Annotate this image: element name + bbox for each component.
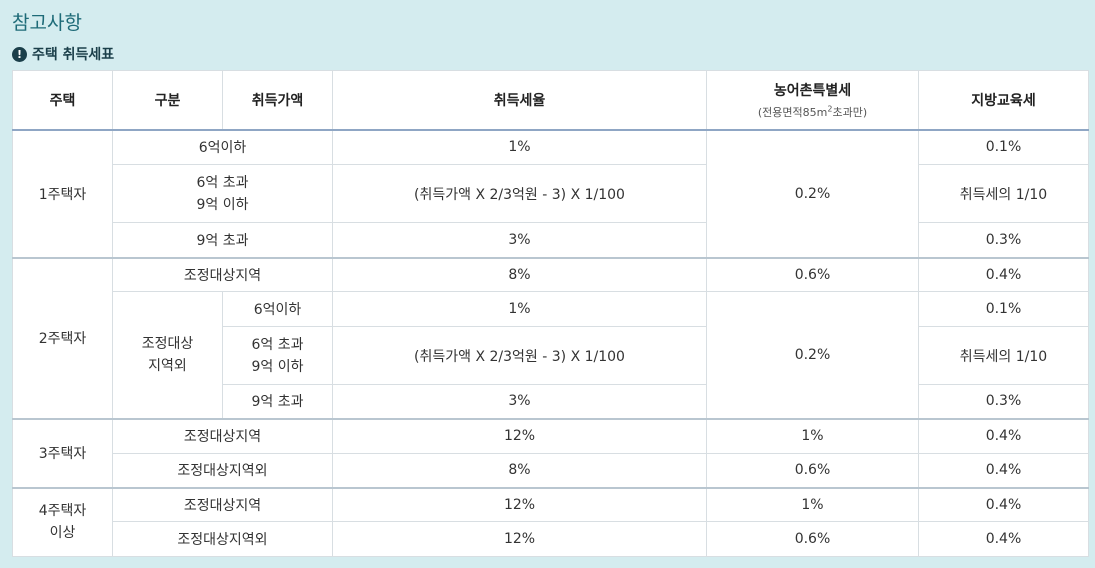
header-tax-rate: 취득세율 [332, 70, 707, 131]
page-title: 참고사항 [12, 12, 82, 34]
house-cell: 4주택자 이상 [12, 486, 113, 557]
house-cell: 1주택자 [12, 129, 113, 258]
rate-cell: 3% [332, 384, 707, 419]
rural-cell: 0.6% [706, 521, 919, 557]
rate-cell: 12% [332, 486, 707, 522]
edu-cell: 0.4% [918, 486, 1089, 522]
edu-cell: 취득세의 1/10 [918, 164, 1089, 223]
edu-cell: 0.3% [918, 384, 1089, 419]
rate-cell: 8% [332, 256, 707, 292]
edu-cell: 0.4% [918, 417, 1089, 454]
rate-cell: 1% [332, 129, 707, 165]
header-rural-tax: 농어촌특별세 (전용면적85m2초과만) [706, 70, 919, 131]
acquisition-tax-table: 주택 구분 취득가액 취득세율 농어촌특별세 (전용면적85m2초과만) 지방교… [12, 70, 1089, 557]
category-cell: 조정대상지역외 [112, 521, 333, 557]
rate-cell: 8% [332, 453, 707, 488]
table-row: 6억 초과 9억 이하 (취득가액 X 2/3억원 - 3) X 1/100 취… [13, 326, 1089, 385]
sub-category-cell: 조정대상 지역외 [112, 291, 223, 419]
rural-cell: 0.6% [706, 453, 919, 488]
category-cell: 6억이하 [112, 129, 333, 165]
category-cell: 9억 초과 [112, 222, 333, 258]
category-cell: 조정대상지역 [112, 417, 333, 454]
table-row: 3주택자 조정대상지역 12% 1% 0.4% [12, 417, 1089, 488]
category-cell: 6억 초과 9억 이하 [112, 164, 333, 223]
price-cell: 9억 초과 [222, 384, 333, 419]
rate-cell: 1% [332, 291, 707, 327]
rural-cell: 1% [706, 417, 919, 454]
edu-cell: 0.3% [918, 222, 1089, 258]
table-row: 9억 초과 3% 0.3% [13, 384, 1089, 419]
rural-cell: 0.6% [706, 256, 919, 292]
table-row: 조정대상 지역외 6억이하 1% 0.2% 0.1% [13, 291, 1089, 419]
table-row: 1주택자 6억이하 1% 0.2% 0.1% [12, 129, 1089, 258]
rate-cell: 12% [332, 417, 707, 454]
price-cell: 6억 초과 9억 이하 [222, 326, 333, 385]
header-house: 주택 [12, 70, 113, 131]
edu-cell: 0.1% [918, 291, 1089, 327]
header-edu-tax: 지방교육세 [918, 70, 1089, 131]
table-subtitle: ! 주택 취득세표 [12, 44, 114, 64]
house-cell: 2주택자 [12, 256, 113, 419]
subtitle-text: 주택 취득세표 [32, 47, 115, 63]
rural-tax-label: 농어촌특별세 [773, 82, 852, 99]
table-row: 6억 초과 9억 이하 (취득가액 X 2/3억원 - 3) X 1/100 취… [13, 164, 1089, 223]
rate-cell: 3% [332, 222, 707, 258]
header-price: 취득가액 [222, 70, 333, 131]
table-row: 조정대상지역외 12% 0.6% 0.4% [13, 521, 1089, 557]
exclamation-circle-icon: ! [12, 46, 27, 62]
rural-cell: 0.2% [706, 291, 919, 419]
category-cell: 조정대상지역외 [112, 453, 333, 488]
rate-cell: (취득가액 X 2/3억원 - 3) X 1/100 [332, 164, 707, 223]
table-row: 2주택자 조정대상지역 8% 0.6% 0.4% [12, 256, 1089, 419]
price-cell: 6억이하 [222, 291, 333, 327]
table-row: 조정대상지역외 8% 0.6% 0.4% [13, 453, 1089, 488]
table-row: 4주택자 이상 조정대상지역 12% 1% 0.4% [12, 486, 1089, 557]
category-cell: 조정대상지역 [112, 486, 333, 522]
house-cell: 3주택자 [12, 417, 113, 488]
category-cell: 조정대상지역 [112, 256, 333, 292]
rate-cell: (취득가액 X 2/3억원 - 3) X 1/100 [332, 326, 707, 385]
edu-cell: 0.4% [918, 521, 1089, 557]
edu-cell: 0.1% [918, 129, 1089, 165]
table-header-row: 주택 구분 취득가액 취득세율 농어촌특별세 (전용면적85m2초과만) 지방교… [12, 70, 1089, 131]
rural-cell: 1% [706, 486, 919, 522]
rate-cell: 12% [332, 521, 707, 557]
header-category: 구분 [112, 70, 223, 131]
edu-cell: 0.4% [918, 453, 1089, 488]
rural-cell: 0.2% [706, 129, 919, 258]
table-row: 9억 초과 3% 0.3% [13, 222, 1089, 258]
edu-cell: 취득세의 1/10 [918, 326, 1089, 385]
rural-tax-note: (전용면적85m2초과만) [757, 104, 868, 119]
edu-cell: 0.4% [918, 256, 1089, 292]
tax-table-container: 주택 구분 취득가액 취득세율 농어촌특별세 (전용면적85m2초과만) 지방교… [12, 70, 1089, 557]
